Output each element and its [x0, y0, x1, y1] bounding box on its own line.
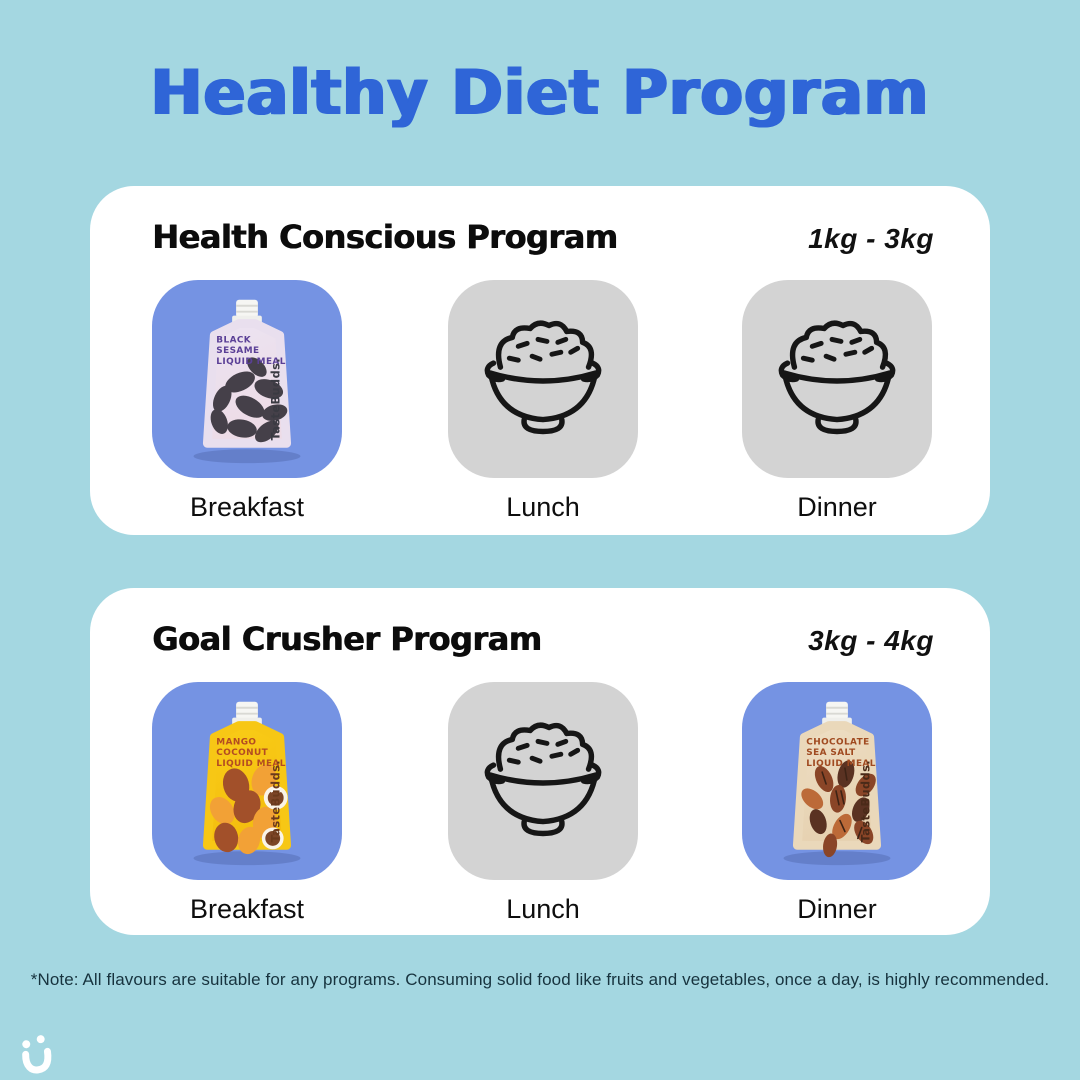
smiley-logo [22, 1035, 52, 1074]
pouch-label-line: SEA SALT [806, 748, 856, 758]
meal-tile-breakfast: BLACK SESAME LIQUID MEAL TasteBudds. [152, 280, 342, 478]
pouch-label-line: LIQUID MEAL [806, 759, 875, 769]
pouch-brand-text: TasteBudds. [269, 358, 283, 440]
footer-note: *Note: All flavours are suitable for any… [30, 970, 1050, 989]
meal-tile-breakfast: MANGO COCONUT LIQUID MEAL TasteBudds. [152, 682, 342, 880]
product-pouch-black-sesame-illustration: BLACK SESAME LIQUID MEAL TasteBudds. [193, 299, 301, 464]
product-pouch-chocolate-sea-salt-illustration: CHOCOLATE SEA SALT LIQUID MEAL TasteBudd… [783, 701, 891, 866]
sesame-seeds-art [210, 357, 288, 443]
product-pouch-mango-coconut-illustration: MANGO COCONUT LIQUID MEAL TasteBudds. [193, 701, 301, 866]
meal-label: Dinner [797, 492, 877, 522]
pouch-label-line: MANGO [216, 737, 256, 747]
program-card-header: Goal Crusher Program 3kg - 4kg [152, 620, 934, 658]
program-card-goal-crusher: Goal Crusher Program 3kg - 4kg [90, 588, 990, 935]
program-name: Health Conscious Program [152, 218, 618, 256]
weight-range-badge: 3kg - 4kg [808, 625, 934, 656]
meal-tile-dinner [742, 280, 932, 478]
meal-tile-lunch [448, 682, 638, 880]
pouch-brand-text: TasteBudds. [859, 760, 873, 842]
meal-label: Breakfast [189, 492, 305, 522]
pouch-label-line: SESAME [216, 346, 259, 356]
meal-tile-dinner: CHOCOLATE SEA SALT LIQUID MEAL TasteBudd… [742, 682, 932, 880]
rice-bowl-icon [484, 320, 602, 435]
weight-range-badge: 1kg - 3kg [808, 223, 934, 254]
pouch-label-line: CHOCOLATE [806, 737, 869, 747]
pouch-label-line: BLACK [216, 335, 251, 345]
pouch-label-line: LIQUID MEAL [216, 759, 285, 769]
page-title: Healthy Diet Program [150, 56, 930, 129]
mango-coconut-art [209, 764, 288, 855]
pouch-label-line: LIQUID MEAL [216, 357, 285, 367]
pouch-label-line: COCONUT [216, 748, 268, 758]
meal-tile-lunch [448, 280, 638, 478]
program-name: Goal Crusher Program [152, 620, 542, 658]
rice-bowl-icon [484, 722, 602, 837]
pouch-brand-text: TasteBudds. [269, 760, 283, 842]
meal-label: Lunch [506, 492, 580, 522]
cacao-pods-art [801, 760, 876, 858]
program-card-health-conscious: Health Conscious Program 1kg - 3kg [90, 186, 990, 535]
program-card-header: Health Conscious Program 1kg - 3kg [152, 218, 934, 256]
meal-label: Breakfast [189, 894, 305, 924]
meal-label: Lunch [506, 894, 580, 924]
rice-bowl-icon [778, 320, 896, 435]
meal-label: Dinner [797, 894, 877, 924]
